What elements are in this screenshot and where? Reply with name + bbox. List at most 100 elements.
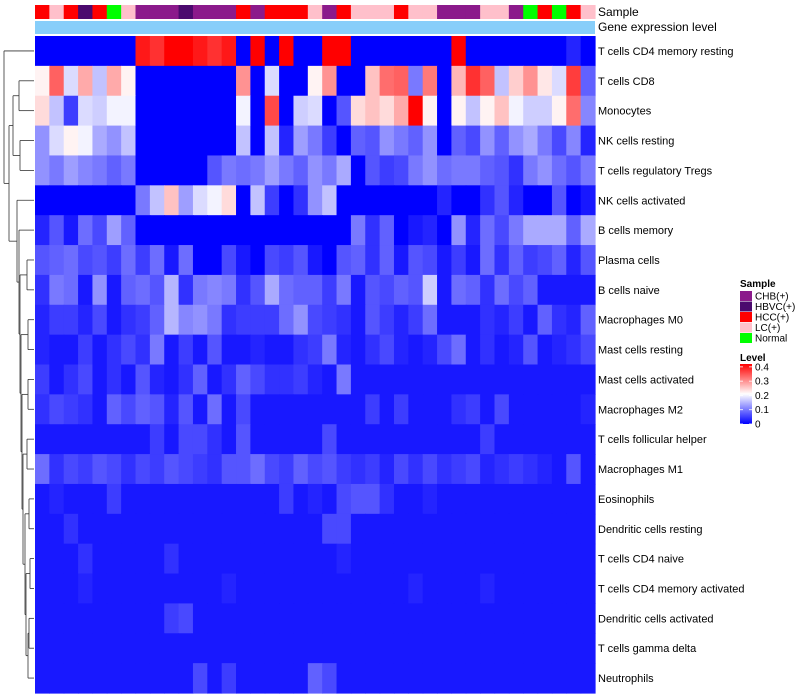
heatmap-cell [365,155,381,186]
heatmap-cell [566,274,582,306]
heatmap-cell [566,215,582,246]
heatmap-cell [422,513,438,545]
heatmap-cell [537,304,553,336]
heatmap-cell [192,36,208,67]
heatmap-cell [135,245,151,276]
heatmap-cell [537,394,553,425]
heatmap-cell [264,274,280,306]
heatmap-cell [221,633,237,664]
heatmap-cell [494,36,510,67]
sample-legend-swatch [740,291,752,301]
row-label: Dendritic cells activated [598,613,714,625]
heatmap-cell [336,603,352,634]
heatmap-cell [322,65,338,97]
heatmap-cell [580,573,596,605]
sample-cell [465,5,481,19]
heatmap-cell [121,394,137,425]
heatmap-cell [135,394,151,425]
heatmap-cell [551,573,567,605]
heatmap-cell [365,633,381,664]
heatmap-cell [350,454,366,485]
heatmap-cell [580,125,596,157]
row-label: B cells naive [598,285,660,297]
heatmap-cell [336,424,352,455]
row-label: Monocytes [598,106,652,118]
heatmap-cell [63,454,79,485]
heatmap-cell [408,215,424,246]
sample-legend-label: LC(+) [755,323,780,334]
row-label: T cells regulatory Tregs [598,165,713,177]
heatmap-cell [106,245,122,276]
heatmap-cell [250,454,266,485]
heatmap-cell [35,633,50,664]
heatmap-cell [106,274,122,306]
heatmap-cell [580,663,596,694]
heatmap-cell [279,274,295,306]
heatmap-cell [92,155,108,186]
heatmap-cell [106,334,122,366]
heatmap-cell [566,125,582,157]
heatmap-cell [480,663,496,694]
heatmap-cell [551,36,567,67]
heatmap-cell [580,454,596,485]
row-label: Mast cells resting [598,345,683,357]
heatmap-cell [293,274,309,306]
heatmap-cell [494,95,510,127]
heatmap-cell [121,125,137,157]
heatmap-cell [63,215,79,246]
heatmap-cell [537,633,553,664]
heatmap-cell [164,513,180,545]
heatmap-cell [379,304,395,336]
heatmap-cell [178,65,194,97]
heatmap-cell [480,155,496,186]
heatmap-cell [49,394,65,425]
heatmap-cell [393,394,409,425]
heatmap-cell [164,663,180,694]
heatmap-cell [63,603,79,634]
heatmap-cell [192,304,208,336]
heatmap-cell [350,334,366,366]
heatmap-cell [35,245,50,276]
heatmap-cell [322,394,338,425]
heatmap-cell [523,663,539,694]
heatmap-cell [437,513,453,545]
heatmap-cell [551,633,567,664]
sample-cell [264,5,280,19]
heatmap-cell [307,454,323,485]
heatmap-cell [307,513,323,545]
heatmap-cell [135,125,151,157]
heatmap-cell [537,573,553,605]
heatmap-cell [164,155,180,186]
heatmap-cell [192,483,208,515]
heatmap-cell [480,185,496,216]
heatmap-cell [92,125,108,157]
heatmap-cell [49,95,65,127]
sample-cell [207,5,223,19]
heatmap-cell [35,543,50,575]
heatmap-cell [106,483,122,515]
heatmap-cell [566,364,582,395]
row-label: T cells CD4 memory resting [598,46,734,58]
heatmap-cell [523,155,539,186]
heatmap-cell [580,334,596,366]
heatmap-cell [236,215,251,246]
heatmap-cell [393,65,409,97]
heatmap-cell [508,513,524,545]
heatmap-cell [494,274,510,306]
heatmap-cell [393,95,409,127]
heatmap-cell [537,543,553,575]
heatmap-cell [307,65,323,97]
heatmap-cell [264,155,280,186]
heatmap-cell [379,663,395,694]
heatmap-cell [178,274,194,306]
sample-cell [408,5,424,19]
heatmap-cell [293,155,309,186]
heatmap-cell [121,334,137,366]
heatmap-cell [92,185,108,216]
heatmap-cell [293,573,309,605]
heatmap-cell [523,304,539,336]
heatmap-cell [437,155,453,186]
heatmap-cell [49,155,65,186]
heatmap-cell [106,215,122,246]
heatmap-cell [580,245,596,276]
